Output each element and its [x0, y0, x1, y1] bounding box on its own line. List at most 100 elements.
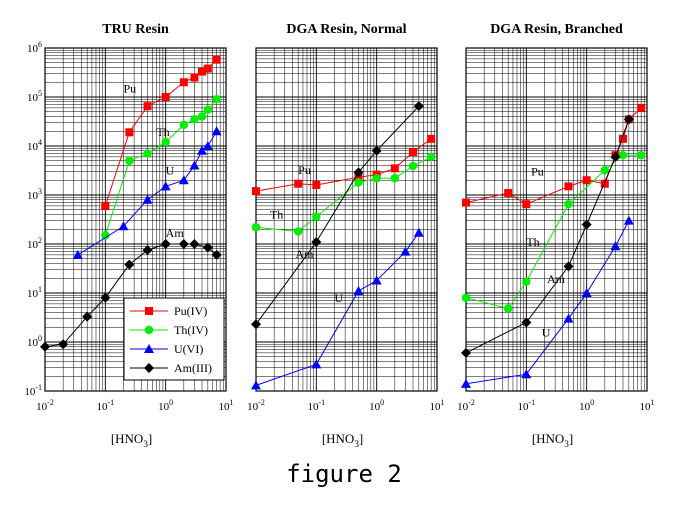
series-pu: Pu — [252, 134, 436, 196]
data-point — [211, 126, 222, 136]
series-label: Am — [166, 226, 185, 240]
data-point — [354, 178, 363, 187]
series-line — [465, 107, 642, 205]
data-point — [202, 242, 213, 253]
data-point — [82, 311, 93, 322]
data-point — [143, 149, 152, 158]
series-th: Th — [251, 152, 436, 236]
data-point — [143, 102, 152, 111]
data-point — [371, 275, 382, 285]
legend-marker — [144, 344, 154, 353]
x-tick-label: 101 — [640, 398, 655, 413]
data-point — [462, 198, 470, 207]
x-tick-label: 10-1 — [96, 398, 114, 413]
data-point — [125, 128, 134, 137]
data-point — [600, 166, 610, 175]
series-label: U — [166, 164, 175, 178]
data-point — [197, 67, 206, 76]
y-tick-label: 106 — [27, 40, 42, 55]
series-u: U — [251, 227, 424, 390]
data-point — [521, 369, 532, 379]
data-point — [101, 201, 110, 210]
data-point — [623, 114, 634, 125]
data-point — [251, 380, 261, 390]
data-point — [581, 288, 592, 297]
data-point — [312, 212, 321, 221]
data-point — [503, 304, 513, 313]
data-point — [372, 174, 381, 183]
data-point — [400, 246, 411, 256]
series-line — [465, 119, 630, 354]
data-point — [189, 239, 200, 249]
data-point — [142, 245, 153, 256]
y-tick-label: 103 — [27, 187, 42, 202]
series-u: U — [461, 215, 634, 388]
series-label: Pu — [123, 81, 136, 95]
data-point — [212, 95, 221, 104]
data-point — [125, 156, 134, 165]
data-point — [101, 231, 110, 240]
data-point — [408, 148, 417, 157]
data-point — [179, 120, 189, 130]
data-point — [610, 151, 621, 162]
data-point — [118, 221, 129, 231]
series-th: Th — [461, 150, 646, 313]
y-tick-label: 100 — [27, 334, 42, 349]
legend-marker — [144, 363, 154, 373]
data-point — [251, 223, 261, 232]
data-point — [197, 112, 207, 121]
data-point — [522, 200, 531, 209]
x-tick-label: 10-2 — [247, 398, 265, 413]
x-tick-label: 101 — [219, 398, 234, 413]
series-label: U — [542, 325, 551, 339]
series-label: Th — [270, 208, 283, 222]
data-point — [353, 167, 364, 178]
plot-frame — [465, 47, 648, 392]
series-pu: Pu — [101, 55, 221, 210]
data-point — [426, 152, 436, 162]
chart-panel-3: DGA Resin, Branched 10-2 10-1 100 101 [HNO3] P… — [457, 22, 654, 449]
x-tick-label: 101 — [430, 398, 445, 413]
legend-marker — [144, 325, 154, 335]
x-tick-label: 10-1 — [517, 398, 535, 413]
data-point — [461, 293, 471, 302]
data-point — [563, 261, 574, 272]
data-point — [563, 313, 574, 323]
x-axis-label: [HNO3] — [111, 431, 152, 449]
plot-frame — [255, 47, 438, 392]
series-line — [465, 220, 630, 385]
data-point — [408, 161, 418, 171]
x-tick-label: 100 — [369, 398, 384, 413]
data-point — [294, 179, 303, 188]
data-point — [196, 145, 207, 155]
series-label: Th — [526, 235, 539, 249]
data-point — [413, 227, 424, 237]
series-label: U — [334, 291, 343, 305]
data-point — [564, 182, 573, 191]
data-point — [427, 134, 436, 143]
data-point — [211, 249, 222, 260]
figure-caption: figure 2 — [286, 460, 402, 488]
x-tick-label: 100 — [579, 398, 594, 413]
data-point — [203, 105, 213, 114]
data-point — [371, 145, 382, 156]
data-point — [190, 115, 199, 124]
data-point — [312, 180, 321, 189]
legend-label: Th(IV) — [174, 323, 208, 337]
data-point — [190, 73, 199, 82]
series-label: Am — [295, 247, 314, 261]
series-th: Th — [101, 95, 221, 240]
data-point — [311, 236, 322, 247]
data-point — [161, 93, 170, 101]
y-tick-label: 104 — [27, 138, 42, 153]
legend-label: U(VI) — [174, 342, 203, 356]
x-tick-label: 10-2 — [457, 398, 475, 413]
legend-entry-u: U(VI) — [130, 342, 203, 356]
data-point — [100, 292, 111, 303]
data-point — [189, 160, 200, 170]
data-point — [390, 164, 399, 173]
legend-label: Am(III) — [174, 361, 212, 375]
